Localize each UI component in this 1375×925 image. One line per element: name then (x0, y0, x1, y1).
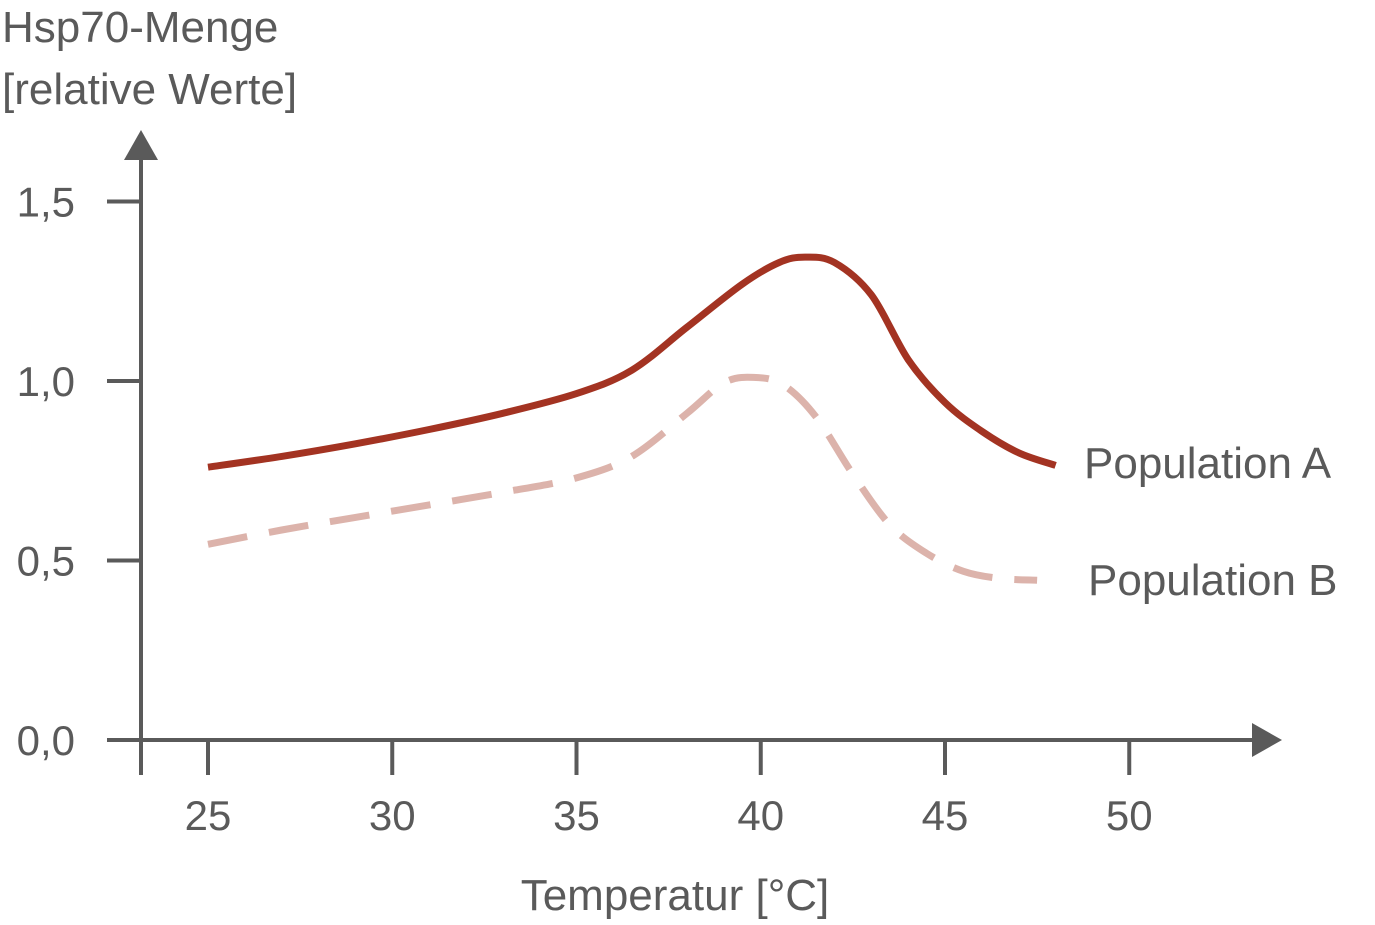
x-ticks: 25 30 35 40 45 50 (185, 740, 1153, 839)
y-axis-arrow-icon (124, 130, 158, 160)
y-tick-label: 1,5 (17, 179, 75, 226)
y-ticks: 0,0 0,5 1,0 1,5 (17, 179, 141, 764)
x-tick-label: 25 (185, 792, 232, 839)
x-tick-label: 45 (922, 792, 969, 839)
series-label-population-a: Population A (1084, 439, 1332, 488)
y-tick-label: 0,5 (17, 538, 75, 585)
series-line-population-b (207, 373, 1038, 584)
series-line-population-a (207, 253, 1057, 471)
y-tick-label: 0,0 (17, 717, 75, 764)
y-tick-label: 1,0 (17, 358, 75, 405)
x-tick-label: 35 (553, 792, 600, 839)
x-axis-arrow-icon (1252, 723, 1282, 757)
y-axis-title-line-2: [relative Werte] (2, 65, 297, 114)
y-axis-title-line-1: Hsp70-Menge (2, 3, 278, 52)
x-tick-label: 50 (1106, 792, 1153, 839)
x-tick-label: 40 (737, 792, 784, 839)
x-axis-title: Temperatur [°C] (521, 871, 830, 920)
series-label-population-b: Population B (1088, 556, 1338, 605)
x-tick-label: 30 (369, 792, 416, 839)
series-group (207, 253, 1057, 584)
